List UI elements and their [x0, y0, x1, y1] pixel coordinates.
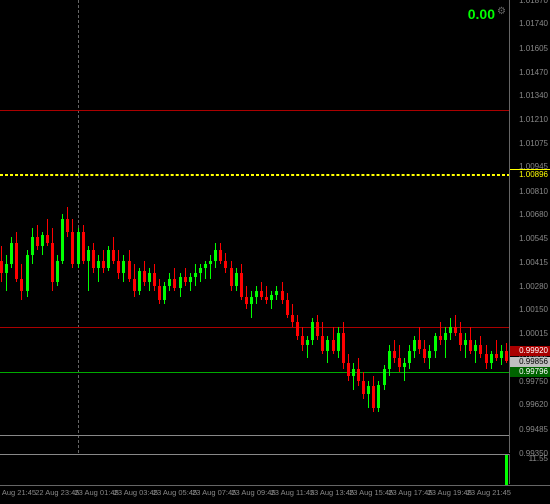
x-tick: 23 Aug 03:45 [114, 488, 158, 497]
level-line[interactable] [0, 110, 510, 111]
y-tick: 1.00280 [519, 282, 548, 291]
y-tick: 1.00680 [519, 210, 548, 219]
level-line[interactable] [0, 327, 510, 328]
y-tick: 1.01870 [519, 0, 548, 5]
y-tick: 1.00015 [519, 329, 548, 338]
x-tick: 23 Aug 15:45 [349, 488, 393, 497]
ask-price-box: 0.99920 [510, 346, 550, 356]
x-tick: 23 Aug 11:45 [271, 488, 315, 497]
y-tick: 1.01340 [519, 91, 548, 100]
level-line[interactable] [0, 175, 510, 177]
price-chart[interactable] [0, 0, 510, 453]
x-tick: 23 Aug 05:45 [153, 488, 197, 497]
indicator-value: 0.00 [468, 6, 495, 22]
y-tick: 1.01470 [519, 68, 548, 77]
bid-price-box: 0.99856 [510, 357, 550, 367]
y-tick: 1.00415 [519, 258, 548, 267]
x-tick: 23 Aug 01:45 [74, 488, 118, 497]
x-tick: 2 Aug 21:45 [0, 488, 36, 497]
y-tick: 0.99620 [519, 400, 548, 409]
settings-icon[interactable]: ⚙ [497, 6, 506, 17]
y-tick: 0.99485 [519, 425, 548, 434]
x-tick: 23 Aug 13:45 [310, 488, 354, 497]
indicator-panel[interactable] [0, 454, 510, 485]
price-y-axis: 1.01870 1.01740 1.01605 1.01470 1.01340 1.012… [509, 0, 550, 453]
x-tick: 23 Aug 17:45 [388, 488, 432, 497]
time-cursor-line [78, 0, 79, 453]
indicator-max-label: 11.55 [529, 454, 548, 463]
y-tick: 1.01740 [519, 19, 548, 28]
volume-bar [505, 455, 508, 485]
time-x-axis: 2 Aug 21:4522 Aug 23:4523 Aug 01:4523 Au… [0, 485, 550, 504]
level-label: 0.99796 [510, 367, 550, 377]
level-line[interactable] [0, 372, 510, 373]
y-tick: 1.00150 [519, 305, 548, 314]
y-tick: 1.01605 [519, 44, 548, 53]
level-line[interactable] [0, 435, 510, 436]
y-tick: 0.99750 [519, 377, 548, 386]
x-tick: 22 Aug 23:45 [35, 488, 79, 497]
indicator-y-axis: 11.55 [509, 454, 550, 484]
x-tick: 23 Aug 07:45 [192, 488, 236, 497]
y-tick: 1.00545 [519, 234, 548, 243]
y-tick: 1.01210 [519, 115, 548, 124]
y-tick: 1.01075 [519, 139, 548, 148]
x-tick: 23 Aug 19:45 [428, 488, 472, 497]
level-label: 1.00896 [510, 170, 550, 180]
x-tick: 23 Aug 21:45 [467, 488, 511, 497]
x-tick: 23 Aug 09:45 [231, 488, 275, 497]
y-tick: 1.00810 [519, 187, 548, 196]
